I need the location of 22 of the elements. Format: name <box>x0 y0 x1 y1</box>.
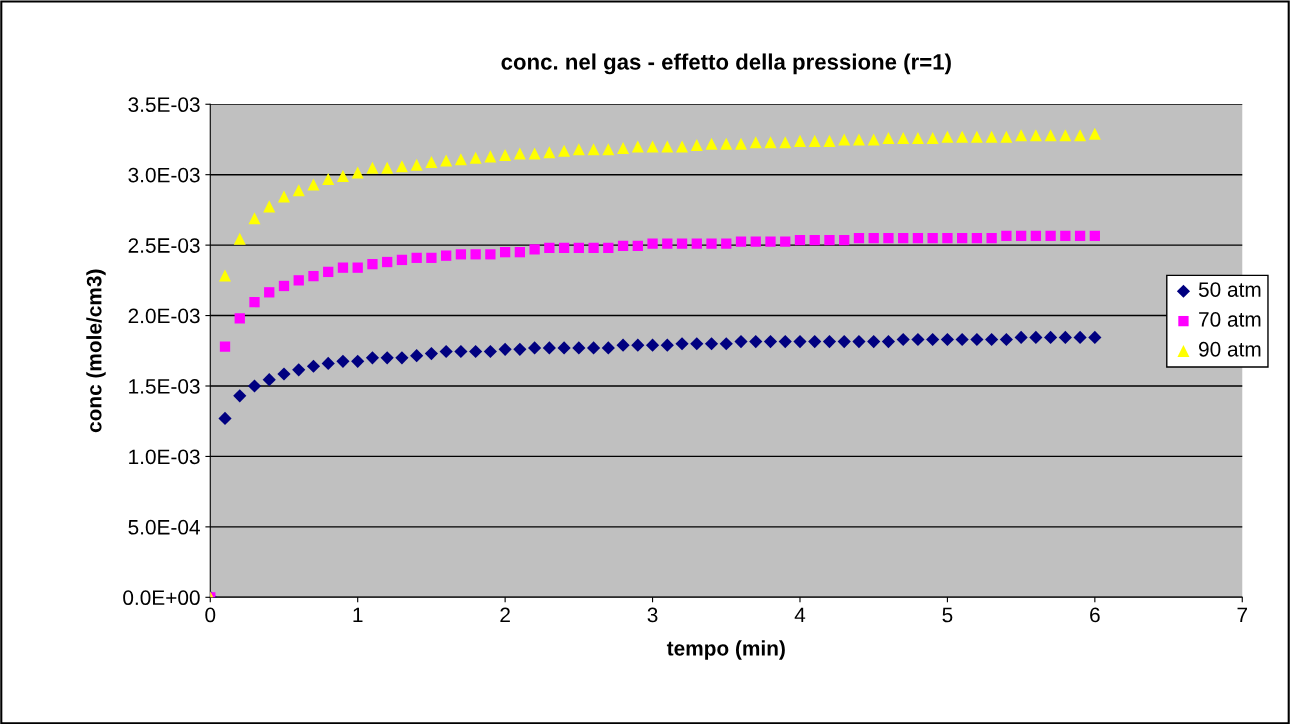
y-axis-title: conc (mole/cm3) <box>86 269 106 433</box>
y-tick-label: 5.0E-04 <box>128 519 200 535</box>
legend-label: 70 atm <box>1199 312 1261 327</box>
y-tick-label: 3.0E-03 <box>128 167 200 183</box>
legend-label: 90 atm <box>1199 341 1261 357</box>
legend-label: 50 atm <box>1198 282 1261 297</box>
x-tick-label: 0 <box>205 607 216 623</box>
x-tick-label: 3 <box>647 607 658 623</box>
y-tick-label: 2.0E-03 <box>128 308 200 324</box>
x-tick-label: 6 <box>1090 607 1100 623</box>
x-tick-label: 5 <box>942 607 953 623</box>
y-tick-label: 3.5E-03 <box>128 97 200 113</box>
x-tick-label: 1 <box>353 607 363 623</box>
x-tick-label: 2 <box>500 607 510 623</box>
y-tick-label: 0.0E+00 <box>123 590 200 606</box>
y-tick-label: 1.0E-03 <box>129 449 200 465</box>
chart-title: conc. nel gas - effetto della pressione (r=1) <box>501 53 951 75</box>
y-tick-label: 1.5E-03 <box>129 379 200 394</box>
y-tick-label: 2.5E-03 <box>128 238 200 253</box>
x-tick-label: 4 <box>794 607 806 623</box>
x-axis-title: tempo (min) <box>666 640 785 660</box>
x-tick-label: 7 <box>1237 607 1248 623</box>
